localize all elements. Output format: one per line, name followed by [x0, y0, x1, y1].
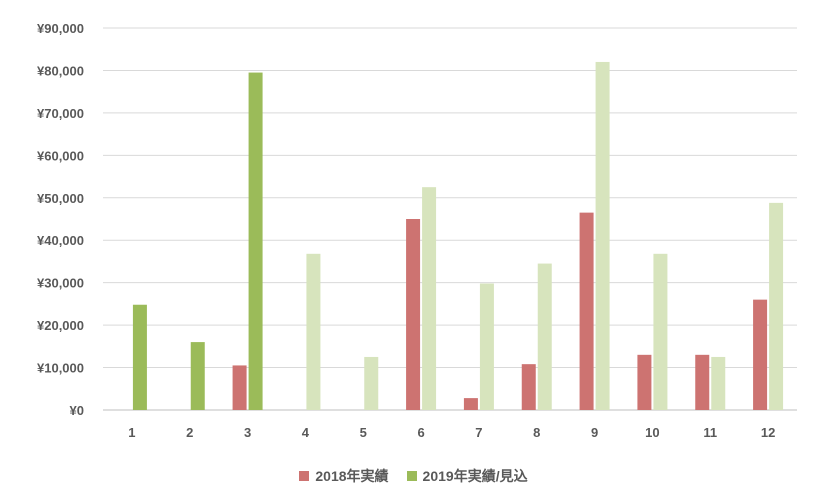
legend-label-2019: 2019年実績/見込: [422, 468, 528, 484]
x-tick-label: 2: [186, 425, 193, 440]
x-tick-label: 5: [360, 425, 367, 440]
bars: [132, 61, 784, 411]
legend-label-2018: 2018年実績: [315, 468, 389, 484]
bar-2018: [232, 365, 247, 410]
bar-2018: [695, 354, 710, 410]
bar-2018: [637, 354, 652, 410]
bar-2019: [306, 253, 321, 410]
x-tick-label: 9: [591, 425, 598, 440]
bar-2019: [595, 61, 610, 410]
bar-2018: [406, 219, 421, 410]
y-tick-label: ¥80,000: [37, 63, 84, 78]
bar-2018: [521, 364, 536, 410]
y-tick-label: ¥30,000: [37, 276, 84, 291]
bar-2019: [711, 356, 726, 410]
bar-2019: [364, 356, 379, 410]
legend-swatch-2018: [299, 471, 310, 481]
x-tick-label: 1: [128, 425, 135, 440]
y-tick-label: ¥10,000: [37, 361, 84, 376]
y-tick-label: ¥70,000: [37, 106, 84, 121]
legend: 2018年実績 2019年実績/見込: [0, 466, 827, 486]
bar-2019: [190, 342, 205, 410]
y-axis-ticks: ¥0 ¥10,000 ¥20,000 ¥30,000 ¥40,000 ¥50,000 ¥60…: [37, 21, 84, 418]
y-tick-label: ¥60,000: [37, 148, 84, 163]
legend-swatch-2019: [406, 471, 417, 481]
bar-2019: [422, 187, 437, 410]
bar-2018: [753, 299, 768, 410]
x-tick-label: 6: [417, 425, 424, 440]
x-tick-label: 8: [533, 425, 540, 440]
legend-item-2019: 2019年実績/見込: [406, 466, 528, 486]
x-tick-label: 10: [645, 425, 659, 440]
bar-2018: [463, 398, 478, 410]
bar-2018: [579, 212, 594, 410]
x-tick-label: 12: [761, 425, 775, 440]
y-tick-label: ¥20,000: [37, 318, 84, 333]
legend-item-2018: 2018年実績: [299, 466, 389, 486]
bar-2019: [653, 253, 668, 410]
bar-2019: [132, 304, 147, 410]
y-tick-label: ¥0: [70, 403, 84, 418]
x-tick-label: 4: [302, 425, 310, 440]
bar-2019: [479, 283, 494, 410]
x-tick-label: 3: [244, 425, 251, 440]
x-axis-ticks: 1 2 3 4 5 6 7 8 9 10 11 12: [128, 425, 775, 440]
gridlines: [103, 27, 797, 411]
bar-2019: [537, 263, 552, 410]
x-tick-label: 7: [475, 425, 482, 440]
x-tick-label: 11: [703, 425, 717, 440]
bar-2019: [248, 72, 263, 411]
y-tick-label: ¥90,000: [37, 21, 84, 36]
bar-2019: [769, 202, 784, 410]
y-tick-label: ¥40,000: [37, 233, 84, 248]
y-tick-label: ¥50,000: [37, 191, 84, 206]
